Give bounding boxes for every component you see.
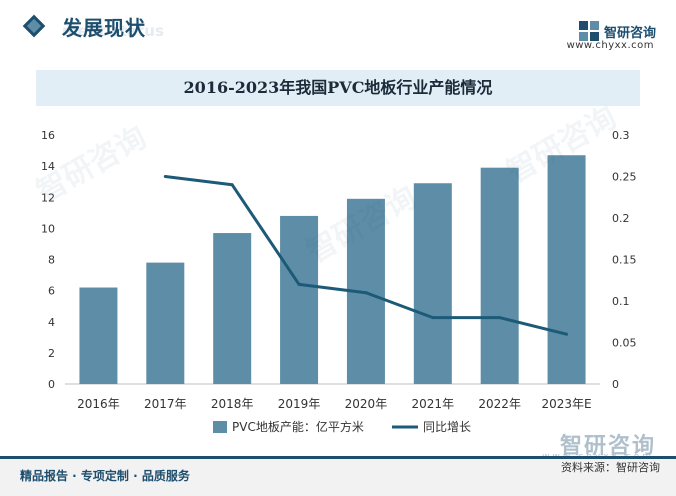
y-left-tick-label: 14: [41, 160, 55, 173]
line-point: [431, 316, 435, 320]
bar: [146, 262, 185, 384]
company-logo-icon: [578, 21, 599, 41]
line-point: [364, 291, 368, 295]
y-right-tick-label: 0.2: [612, 212, 630, 225]
x-tick-label: 2023年E: [542, 397, 592, 411]
x-tick-label: 2021年: [412, 397, 455, 411]
diamond-icon: [22, 14, 46, 38]
footer-source: 资料来源：智研咨询: [561, 461, 660, 474]
chart-svg: 0 2 4 6 8 10 12 14 16 0 0.05 0.1 0.15 0.2 0.25 0.3 2016年…: [41, 129, 637, 434]
chart-title: 2016-2023年我国PVC地板行业产能情况: [36, 70, 640, 106]
bar: [413, 183, 452, 384]
y-left-tick-label: 4: [48, 316, 55, 329]
x-tick-label: 2022年: [478, 397, 521, 411]
legend-swatch-bar: [213, 421, 227, 433]
y-right-tick-label: 0.3: [612, 129, 630, 142]
x-tick-label: 2019年: [278, 397, 321, 411]
legend-label-bar: PVC地板产能：亿平方米: [232, 419, 364, 434]
x-tick-label: 2017年: [144, 397, 187, 411]
line-point: [565, 332, 569, 336]
line-point: [163, 175, 167, 178]
y-right-tick-label: 0.1: [612, 295, 630, 308]
chart-area: 0 2 4 6 8 10 12 14 16 0 0.05 0.1 0.15 0.2 0.25 0.3 2016年…: [0, 110, 676, 450]
brand-name: 智研咨询: [603, 25, 656, 41]
x-tick-label: 2018年: [211, 397, 254, 411]
y-left-tick-label: 12: [41, 191, 55, 204]
footer: 精品报告 · 专项定制 · 品质服务 资料来源：智研咨询: [0, 456, 676, 496]
y-left-tick-label: 8: [48, 254, 55, 267]
x-tick-label: 2020年: [345, 397, 388, 411]
y-left-tick-label: 10: [41, 222, 55, 235]
y-right-tick-label: 0.25: [612, 171, 637, 184]
brand-logo: 智研咨询: [578, 20, 656, 42]
x-tick-label: 2016年: [77, 397, 120, 411]
brand-url: www.chyxx.com: [566, 40, 654, 51]
line-point: [230, 183, 234, 187]
bar: [79, 287, 118, 384]
section-header: ment status 发展现状 智研咨询 www.chyxx.com: [0, 0, 676, 60]
line-point: [297, 282, 301, 286]
y-right-tick-label: 0: [612, 378, 619, 391]
y-left-tick-label: 0: [48, 378, 55, 391]
footer-brand-name: 智研咨询: [559, 434, 656, 459]
line-point: [498, 316, 502, 320]
y-right-tick-label: 0.05: [612, 337, 637, 350]
bar: [480, 167, 519, 384]
bar: [547, 155, 586, 384]
y-left-tick-label: 2: [48, 347, 55, 360]
y-left-tick-label: 6: [48, 285, 55, 298]
bar: [280, 215, 319, 384]
y-left-tick-label: 16: [41, 129, 55, 142]
bar: [213, 233, 252, 384]
section-title: 发展现状: [62, 16, 146, 40]
footer-slogan: 精品报告 · 专项定制 · 品质服务: [20, 469, 190, 483]
legend-label-line: 同比增长: [423, 420, 471, 434]
y-right-tick-label: 0.15: [612, 254, 637, 267]
